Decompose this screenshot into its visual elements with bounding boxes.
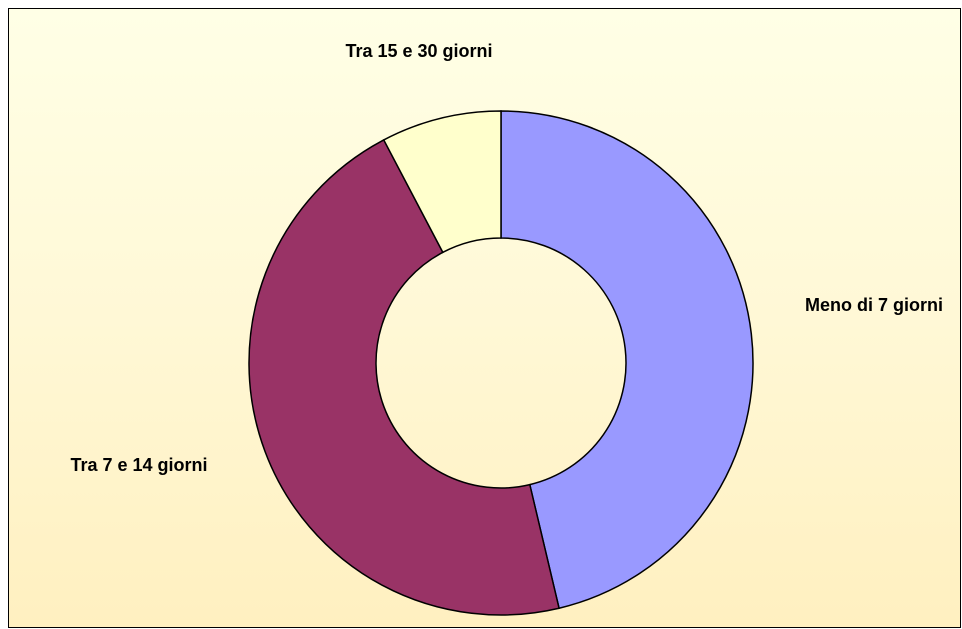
donut-slice [248, 138, 560, 616]
donut-slice [500, 110, 754, 610]
chart: Meno di 7 giorni Tra 7 e 14 giorni Tra 15 … [8, 8, 961, 628]
slice-label: Meno di 7 giorni [805, 295, 943, 315]
donut-slice [382, 110, 502, 254]
slice-label: Tra 7 e 14 giorni [70, 455, 208, 475]
chart-plot [248, 110, 754, 616]
slice-label: Tra 15 e 30 giorni [345, 41, 493, 61]
